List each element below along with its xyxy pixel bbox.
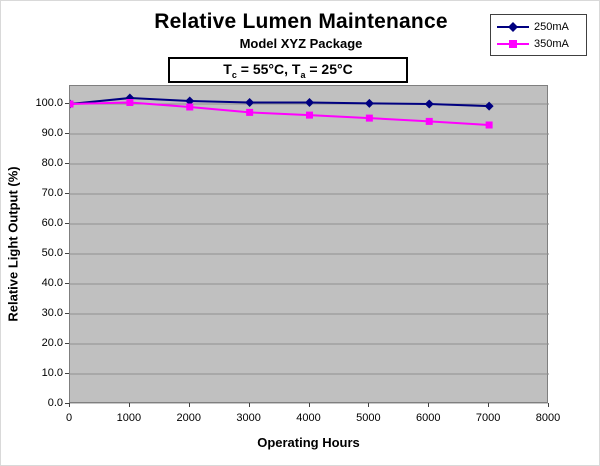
legend-item-350ma: 350mA	[496, 35, 581, 52]
data-point-marker-350mA	[186, 103, 194, 111]
data-point-marker-350mA	[126, 99, 134, 106]
data-point-marker-350mA	[70, 100, 74, 108]
x-tick-label: 4000	[296, 412, 321, 424]
x-tick-mark	[428, 403, 430, 407]
data-point-marker-250mA	[424, 99, 434, 109]
x-tick-label: 0	[65, 412, 73, 424]
x-tick-mark	[69, 403, 70, 407]
data-point-marker-350mA	[246, 108, 254, 116]
data-point-marker-250mA	[305, 98, 314, 107]
y-tick-mark	[65, 253, 69, 254]
data-point-marker-350mA	[485, 121, 493, 129]
x-axis-title: Operating Hours	[257, 435, 360, 450]
legend-swatch-line-square-icon	[497, 39, 529, 48]
data-point-marker-250mA	[185, 96, 195, 106]
y-tick-mark	[65, 283, 69, 284]
y-tick-label: 0.0	[47, 397, 63, 409]
x-tick-mark	[248, 403, 250, 407]
x-tick-label: 2000	[176, 412, 201, 424]
x-tick-mark	[308, 403, 310, 407]
y-tick-label: 80.0	[41, 157, 63, 169]
y-tick-mark	[65, 133, 69, 134]
plot-canvas	[70, 93, 549, 404]
data-point-marker-250mA	[364, 98, 374, 108]
y-tick-mark	[65, 343, 69, 344]
legend-label-350ma: 350mA	[534, 37, 569, 50]
y-tick-mark	[65, 103, 69, 104]
data-point-marker-350mA	[425, 117, 433, 125]
legend-swatch-line-diamond-icon	[497, 21, 529, 32]
condition-annotation-box: Tc = 55°C, Ta = 25°C	[168, 57, 408, 83]
x-tick-mark	[188, 403, 190, 407]
x-tick-label: 3000	[236, 412, 261, 424]
x-tick-mark	[548, 403, 549, 407]
legend: 250mA 350mA	[490, 14, 587, 56]
y-tick-label: 10.0	[41, 367, 63, 379]
data-point-marker-250mA	[245, 98, 255, 107]
x-tick-label: 1000	[116, 412, 142, 424]
x-tick-label: 6000	[416, 412, 441, 424]
y-tick-label: 40.0	[41, 277, 63, 289]
plot-area	[69, 85, 549, 404]
legend-item-250ma: 250mA	[496, 18, 581, 35]
data-point-marker-350mA	[365, 114, 373, 122]
x-tick-mark	[368, 403, 370, 407]
x-tick-label: 8000	[535, 412, 561, 424]
legend-label-250ma: 250mA	[534, 20, 569, 33]
y-tick-mark	[65, 373, 69, 374]
data-point-marker-250mA	[484, 101, 494, 111]
y-tick-label: 30.0	[41, 307, 63, 319]
y-tick-label: 70.0	[41, 187, 63, 199]
x-tick-mark	[488, 403, 490, 407]
x-tick-label: 7000	[475, 412, 501, 424]
series-line-250mA	[70, 96, 490, 108]
y-tick-mark	[65, 313, 69, 314]
y-tick-mark	[65, 403, 69, 404]
y-tick-label: 60.0	[41, 217, 63, 229]
y-tick-mark	[65, 223, 69, 224]
data-point-marker-350mA	[306, 111, 313, 119]
y-tick-label: 100.0	[35, 97, 63, 109]
y-tick-label: 50.0	[41, 247, 63, 259]
chart-subtitle: Model XYZ Package	[239, 36, 363, 51]
x-tick-label: 5000	[356, 412, 381, 424]
x-tick-mark	[128, 403, 130, 407]
chart-title: Relative Lumen Maintenance	[154, 10, 448, 33]
condition-text: Tc = 55°C, Ta = 25°C	[223, 60, 353, 80]
y-tick-mark	[65, 163, 69, 164]
y-tick-label: 20.0	[41, 337, 63, 349]
y-tick-mark	[65, 193, 69, 194]
series-line-350mA	[70, 101, 490, 126]
y-tick-label: 90.0	[41, 127, 63, 139]
